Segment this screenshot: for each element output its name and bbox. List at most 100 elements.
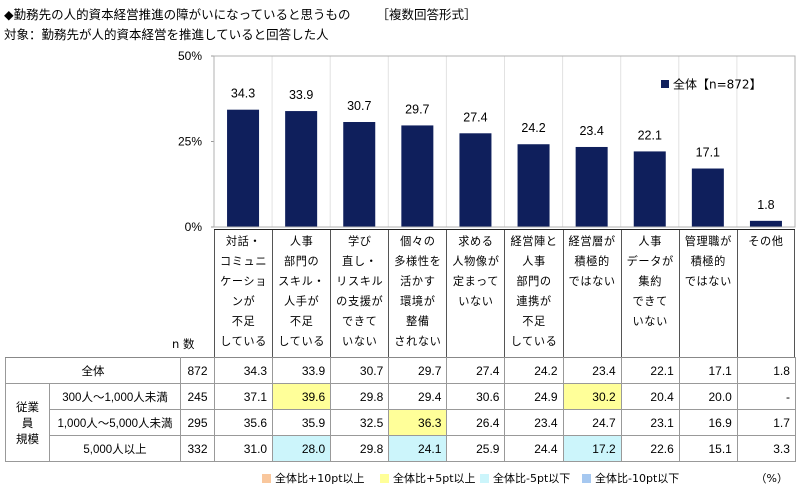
n-header: n 数 xyxy=(172,337,195,351)
category-label-line: ケーショ xyxy=(220,275,268,288)
category-label-line: 活かす xyxy=(400,275,436,288)
category-label-line: 積極的 xyxy=(690,255,726,268)
category-label-line: 部門の xyxy=(516,275,552,288)
table-cell: 17.1 xyxy=(678,357,738,384)
table-cell: 35.9 xyxy=(272,409,332,436)
category-label: 求める 人物像が 定まって いない xyxy=(446,230,504,358)
table-cell: 37.1 xyxy=(213,383,274,410)
table-row: 全体 872 34.3 33.9 30.7 29.7 27.4 24.2 23.4 22.1 17.… xyxy=(5,357,796,384)
value-labels: 34.3 33.9 30.7 29.7 27.4 24.2 23.4 22.1 17.1 1.8 xyxy=(231,87,775,212)
table-cell: 20.0 xyxy=(678,383,738,410)
bar xyxy=(227,109,260,227)
table-cell: 31.0 xyxy=(213,435,274,462)
category-label-line: コミュニ xyxy=(219,255,268,268)
group-label-line: 規模 xyxy=(16,431,39,446)
table-cell: 36.3 xyxy=(388,409,448,436)
category-label-line: している xyxy=(278,335,326,348)
legend-swatch xyxy=(262,473,271,483)
table-cell: 28.0 xyxy=(272,435,332,462)
legend-label: 全体比-10pt以下 xyxy=(595,472,680,485)
category-label-line: その他 xyxy=(748,235,784,248)
table-cell: 17.2 xyxy=(562,435,622,462)
legend-swatch xyxy=(480,473,489,483)
category-label-line: 不足 xyxy=(289,315,314,328)
category-label: 対話・ コミュニ ケーショ ンが 不足 している xyxy=(214,230,272,358)
title-text: ◆勤務先の人的資本経営推進の障がいになっていると思うもの xyxy=(4,7,351,22)
table-cell: 24.7 xyxy=(562,409,622,436)
category-label: 経営陣と人事部門の連携が不足している xyxy=(504,230,562,358)
table-cell: 1.7 xyxy=(736,409,796,436)
n-count: 295 xyxy=(180,409,215,436)
table-cell: 24.4 xyxy=(504,435,564,462)
highlight-legend-item: 全体比+10pt以上 xyxy=(262,470,365,486)
y-tick-label: 25% xyxy=(178,135,202,149)
value-label: 22.1 xyxy=(638,128,662,142)
value-label: 33.9 xyxy=(289,88,313,102)
table-cell: 29.4 xyxy=(388,383,448,410)
table-cell: 23.1 xyxy=(620,409,680,436)
legend-label: 全体比-5pt以下 xyxy=(493,472,571,485)
category-label-line: の支援が xyxy=(336,295,384,308)
category-label-line: 部門の xyxy=(283,255,320,268)
table-cell: 39.6 xyxy=(272,383,332,410)
table-row: 5,000人以上 332 31.0 28.0 29.8 24.1 25.9 24.4 17.2 2… xyxy=(6,435,796,462)
value-label: 1.8 xyxy=(757,198,774,212)
category-label-line: 整備 xyxy=(406,315,430,328)
category-label-line: できて xyxy=(632,295,668,308)
category-label-line: 人事 xyxy=(522,255,546,268)
table-cell: 24.9 xyxy=(504,383,564,410)
legend-label: 全体【n=872】 xyxy=(673,77,762,92)
category-label-line: 人事 xyxy=(289,235,314,248)
table-cell: 33.9 xyxy=(272,357,332,384)
unit-label: （%） xyxy=(755,472,788,485)
legend-swatch xyxy=(582,473,591,483)
table-cell: 22.1 xyxy=(620,357,680,384)
bars xyxy=(227,109,782,227)
category-label-line: 不足 xyxy=(522,315,546,328)
group-label: 従業員 規模 xyxy=(5,383,50,462)
category-label-line: 対話・ xyxy=(225,235,262,248)
legend-label: 全体比+10pt以上 xyxy=(275,472,365,485)
table-cell: 32.5 xyxy=(330,409,390,436)
table-cell: 22.6 xyxy=(620,435,680,462)
highlight-legend-item: 全体比-10pt以下 xyxy=(582,470,679,486)
legend-label: 全体比+5pt以上 xyxy=(393,472,476,485)
table-cell: 29.8 xyxy=(330,383,390,410)
gridlines xyxy=(271,56,738,227)
chart-subtitle: 対象：勤務先が人的資本経営を推進していると回答した人 xyxy=(4,27,329,42)
table-cell: 29.8 xyxy=(330,435,390,462)
table-cell: 34.3 xyxy=(213,357,274,384)
category-label-line: 個々の xyxy=(400,235,436,248)
bar xyxy=(517,144,550,227)
category-label-line: リスキル xyxy=(336,275,384,288)
bar xyxy=(343,122,376,227)
category-label-line: 学び xyxy=(347,235,372,248)
y-axis: 0% 25% 50% xyxy=(178,49,214,232)
category-label-line: されない xyxy=(394,335,442,348)
category-label-line: している xyxy=(220,335,267,348)
table-cell: 30.7 xyxy=(330,357,390,384)
category-label-line: 連携が xyxy=(516,295,552,308)
table-cell: 23.4 xyxy=(504,409,564,436)
bar xyxy=(749,220,782,227)
data-table: 全体 872 34.3 33.9 30.7 29.7 27.4 24.2 23.4 22.1 17.… xyxy=(5,357,796,462)
category-label-line: 直し・ xyxy=(342,255,378,268)
category-label-line: 定まって xyxy=(452,275,499,288)
category-label-line: 人手が xyxy=(283,295,320,308)
value-label: 23.4 xyxy=(579,124,603,138)
legend-swatch xyxy=(661,80,669,88)
table-cell: 30.2 xyxy=(562,383,622,410)
table-cell: 27.4 xyxy=(446,357,506,384)
category-label-line: データが xyxy=(626,255,674,268)
category-label-line: している xyxy=(510,335,558,348)
category-label-line: 環境が xyxy=(400,295,436,308)
category-label-line: 経営陣と xyxy=(510,235,558,248)
n-count: 332 xyxy=(180,435,215,462)
table-cell: 1.8 xyxy=(736,357,796,384)
n-count: 245 xyxy=(180,383,215,410)
table-cell: 26.4 xyxy=(446,409,506,436)
value-label: 29.7 xyxy=(405,102,429,116)
row-label: 5,000人以上 xyxy=(49,435,181,462)
category-label-line: ではない xyxy=(568,275,616,288)
category-label-line: ではない xyxy=(684,275,732,288)
